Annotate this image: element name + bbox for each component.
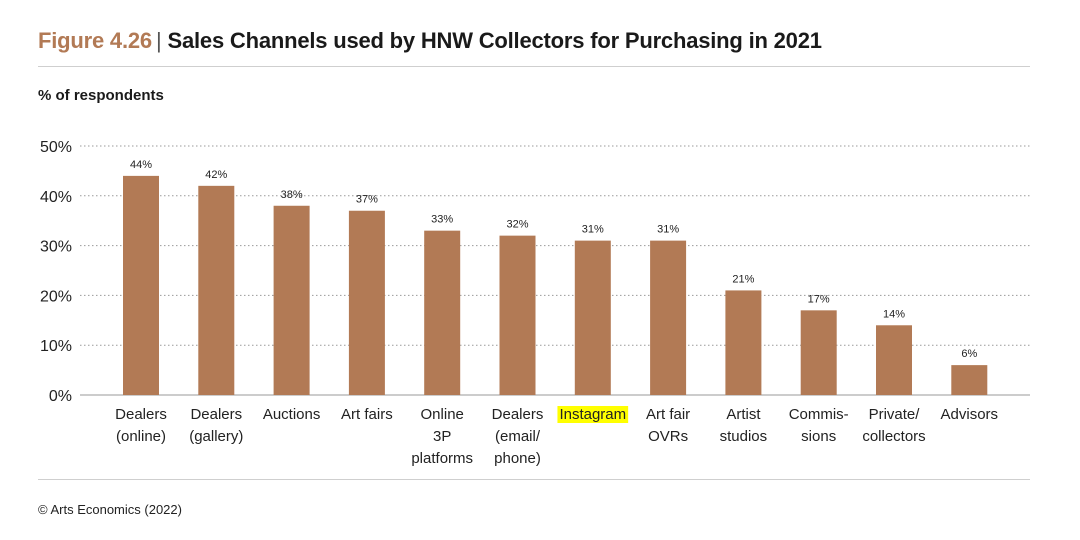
data-label: 17% <box>808 293 830 305</box>
data-label: 33% <box>431 214 453 226</box>
label-highlight <box>557 406 629 423</box>
bar <box>951 365 988 395</box>
x-tick-label: Commis- <box>789 406 849 423</box>
x-tick-label: (online) <box>116 428 166 445</box>
title-text: Sales Channels used by HNW Collectors fo… <box>167 28 822 53</box>
top-divider <box>38 66 1030 67</box>
bar <box>499 235 536 395</box>
y-tick-label: 0% <box>49 388 72 405</box>
y-tick-label: 30% <box>40 239 72 256</box>
bar <box>574 240 611 395</box>
data-label: 38% <box>281 189 303 201</box>
data-label: 37% <box>356 194 378 206</box>
title-separator: | <box>155 28 162 53</box>
bar <box>650 240 687 395</box>
x-tick-label: studios <box>720 428 768 445</box>
x-tick-label: Art fairs <box>341 406 393 423</box>
bar <box>348 210 385 395</box>
x-tick-label: sions <box>801 428 836 445</box>
bar <box>123 175 159 395</box>
x-tick-label: Art fair <box>646 406 690 423</box>
x-tick-label: Dealers <box>115 406 167 423</box>
data-label: 14% <box>883 308 905 320</box>
bar <box>876 325 912 395</box>
data-label: 42% <box>205 169 227 181</box>
x-tick-label: Dealers <box>190 406 242 423</box>
data-label: 32% <box>506 219 528 231</box>
x-tick-label: (gallery) <box>189 428 243 445</box>
bar <box>725 290 762 395</box>
y-tick-label: 40% <box>40 189 72 206</box>
figure-label: Figure 4.26 <box>38 28 152 53</box>
x-tick-label: (email/ <box>495 428 541 445</box>
y-axis-label: % of respondents <box>38 87 164 104</box>
x-tick-label: collectors <box>862 428 925 445</box>
chart-title: Figure 4.26 | Sales Channels used by HNW C… <box>38 28 822 54</box>
x-tick-label: OVRs <box>648 428 688 445</box>
x-tick-label: 3P <box>433 428 451 445</box>
x-tick-label: phone) <box>494 450 541 467</box>
data-label: 44% <box>130 159 152 171</box>
data-label: 31% <box>657 224 679 236</box>
bar-chart: 0% 10% 20% 30% 40% 50% 44% Dealers (online) 42% De… <box>40 139 1030 467</box>
x-tick-label: Instagram <box>559 406 626 423</box>
x-tick-label: platforms <box>411 450 473 467</box>
x-tick-label: Advisors <box>941 406 999 423</box>
y-tick-label: 50% <box>40 139 72 156</box>
bar <box>800 310 837 395</box>
bar <box>198 185 235 395</box>
y-tick-label: 20% <box>40 288 72 305</box>
x-tick-label: Private/ <box>869 406 921 423</box>
y-tick-label: 10% <box>40 338 72 355</box>
x-tick-label: Dealers <box>492 406 544 423</box>
data-label: 21% <box>732 273 754 285</box>
x-tick-label: Online <box>421 406 464 423</box>
bottom-divider <box>38 479 1030 480</box>
x-tick-label: Auctions <box>263 406 321 423</box>
source-note: © Arts Economics (2022) <box>38 502 182 517</box>
data-label: 31% <box>582 224 604 236</box>
x-tick-label: Artist <box>726 406 761 423</box>
bar <box>424 230 461 395</box>
bar <box>273 205 310 395</box>
data-label: 6% <box>961 348 977 360</box>
